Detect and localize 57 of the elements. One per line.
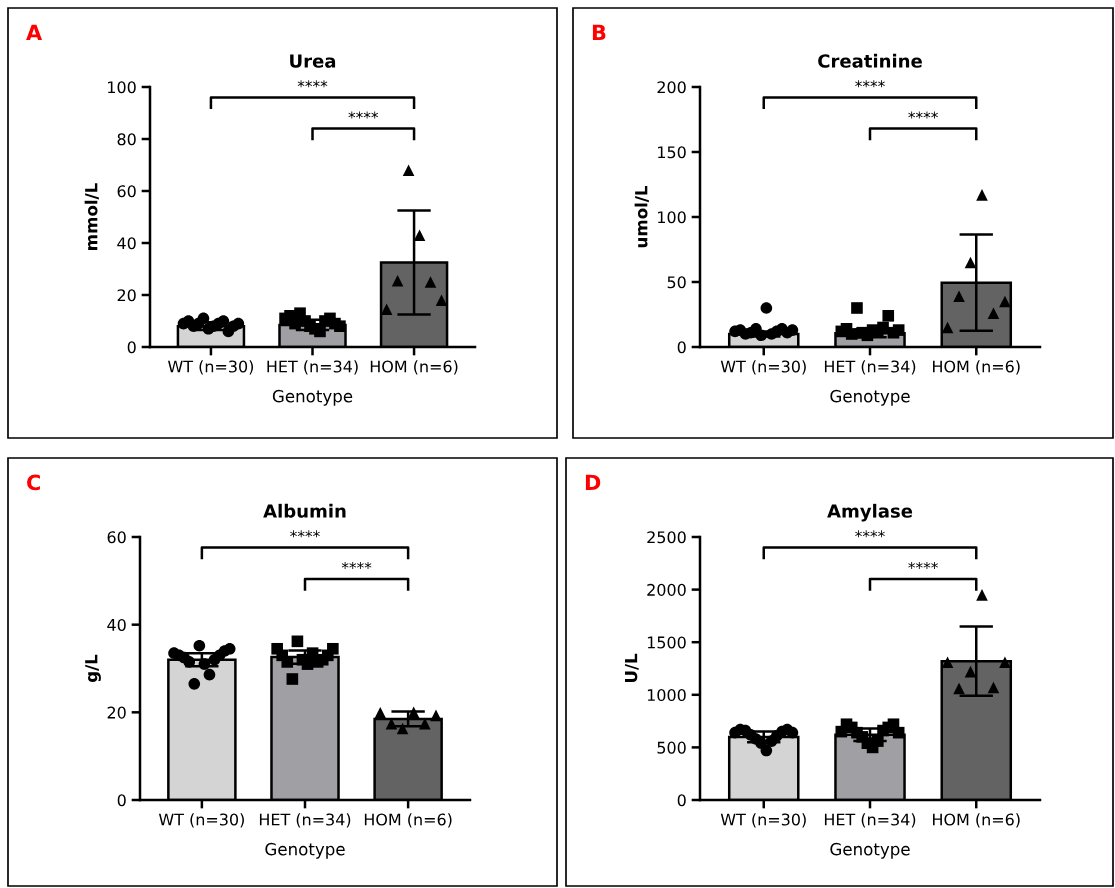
annotation: **** [290,530,320,538]
y-tick-label: 50 [667,276,686,289]
text: A [26,24,43,40]
y-tick-label: 150 [658,146,686,159]
y-tick-label: 0 [677,341,686,354]
y-tick-label: 80 [117,133,136,146]
x-tick-label: HOM (n=6) [370,360,458,375]
x-axis-title: Genotype [272,389,353,406]
y-tick-label: 1500 [647,636,686,649]
y-tick-label: 100 [658,211,686,224]
x-tick-label: HOM (n=6) [364,813,452,828]
y-tick-label: 2000 [647,583,686,596]
y-tick-label: 40 [117,237,136,250]
y-tick-label: 0 [127,341,136,354]
x-tick-label: HOM (n=6) [933,813,1020,828]
annotation: **** [855,530,885,538]
text: D [585,474,601,490]
y-tick-label: 0 [677,794,686,807]
y-axis-title: g/L [85,654,101,683]
y-axis-title: U/L [624,653,639,683]
annotation: **** [855,80,885,88]
chart-title: Urea [290,54,336,68]
y-tick-label: 100 [108,81,136,94]
x-tick-label: HET (n=34) [267,360,358,375]
y-tick-label: 60 [107,531,126,544]
y-axis-title: mmol/L [84,183,99,250]
x-tick-label: HOM (n=6) [933,360,1020,375]
x-tick-label: HET (n=34) [259,813,351,828]
annotation: **** [908,561,938,569]
x-axis-title: Genotype [265,842,345,859]
y-tick-label: 20 [107,706,126,719]
y-tick-label: 0 [117,794,126,807]
annotation: **** [341,561,372,569]
x-tick-label: WT (n=30) [720,813,806,828]
annotation: **** [908,111,938,119]
x-tick-label: HET (n=34) [824,360,916,375]
y-tick-label: 60 [117,185,136,198]
y-axis-title: umol/L [634,185,649,248]
text: B [592,24,606,40]
y-tick-label: 1000 [647,689,686,702]
annotation: **** [348,111,379,119]
chart-title: Albumin [263,503,346,518]
y-tick-label: 20 [117,289,136,302]
x-tick-label: WT (n=30) [720,360,806,375]
x-tick-label: WT (n=30) [168,360,254,375]
x-tick-label: WT (n=30) [158,813,244,828]
x-axis-title: Genotype [830,389,910,406]
text: C [27,474,40,491]
chart-title: Creatinine [818,53,922,68]
x-tick-label: HET (n=34) [824,813,916,828]
chart-title: Amylase [827,503,913,522]
annotation: **** [297,80,328,88]
x-axis-title: Genotype [830,842,910,859]
y-tick-label: 500 [657,741,686,754]
y-tick-label: 2500 [647,531,686,544]
y-tick-label: 200 [657,81,686,94]
y-tick-label: 40 [107,618,126,631]
